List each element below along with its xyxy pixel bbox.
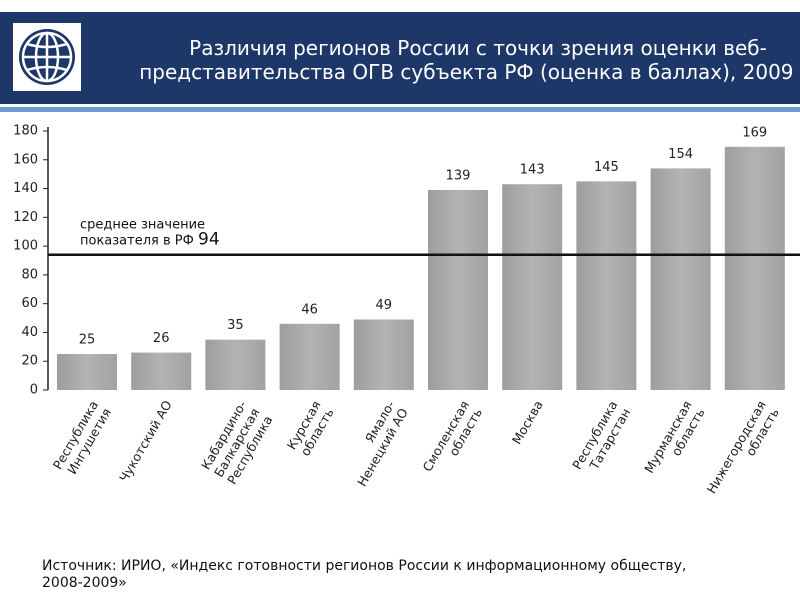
bar: [502, 184, 563, 390]
y-tick-label: 120: [13, 210, 38, 225]
chart-title: Различия регионов России с точки зрения …: [139, 36, 800, 84]
x-tick-label: РеспубликаИнгушетия: [49, 398, 113, 479]
bar: [576, 181, 637, 390]
y-tick-label: 0: [30, 383, 38, 398]
y-tick-label: 40: [21, 325, 38, 340]
value-label: 154: [668, 147, 693, 162]
source-note: Источник: ИРИО, «Индекс готовности регио…: [42, 558, 686, 591]
value-label: 25: [79, 333, 96, 348]
value-label: 143: [520, 163, 545, 178]
y-tick-label: 20: [21, 354, 38, 369]
bar: [205, 339, 266, 390]
x-tick-label: РеспубликаТатарстан: [569, 398, 633, 479]
x-tick-label: Ямало-Ненецкий АО: [341, 398, 411, 489]
x-tick-label: Смоленскаяобласть: [419, 398, 485, 482]
y-tick-label: 100: [13, 239, 38, 254]
bar: [724, 146, 785, 390]
x-tick-label: Кабардино-БалкарскаяРеспублика: [198, 398, 275, 487]
header-rule: [0, 107, 800, 112]
bar: [428, 189, 488, 390]
x-tick-label: Нижегородскаяобласть: [703, 398, 781, 504]
y-tick-label: 80: [21, 267, 38, 282]
x-tick-label: Мурманскаяобласть: [641, 398, 707, 483]
bar: [353, 319, 414, 390]
bar: [131, 352, 192, 390]
bar: [650, 168, 711, 390]
value-label: 26: [153, 331, 170, 346]
value-label: 169: [742, 125, 767, 140]
y-tick-label: 180: [13, 124, 38, 139]
x-tick-label: Курскаяобласть: [283, 398, 336, 460]
bar: [279, 323, 340, 390]
value-label: 139: [446, 168, 471, 183]
bar: [57, 354, 117, 390]
value-label: 46: [301, 302, 318, 317]
y-tick-label: 140: [13, 181, 38, 196]
average-value: 94: [198, 230, 220, 250]
header-band: [0, 12, 800, 104]
average-label: среднее значение показателя в РФ: [80, 217, 205, 248]
value-label: 35: [227, 318, 244, 333]
y-tick-label: 160: [13, 152, 38, 167]
value-label: 49: [376, 298, 393, 313]
x-tick-label: Чукотский АО: [116, 398, 175, 485]
value-label: 145: [594, 160, 619, 175]
x-tick-label: Москва: [509, 398, 546, 447]
y-tick-label: 60: [21, 296, 38, 311]
globe-logo: [13, 23, 81, 91]
